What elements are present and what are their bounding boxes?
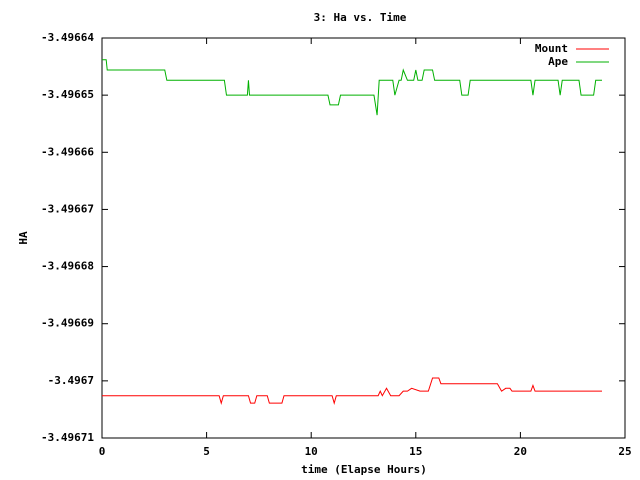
- x-tick-label: 5: [203, 445, 210, 458]
- chart-title: 3: Ha vs. Time: [314, 11, 407, 24]
- plot-frame: [101, 37, 626, 439]
- x-tick-label: 10: [305, 445, 318, 458]
- y-tick-label: -3.49667: [41, 202, 94, 215]
- y-axis-label: HA: [17, 231, 30, 245]
- y-tick-label: -3.49665: [41, 88, 94, 101]
- x-tick-label: 25: [618, 445, 631, 458]
- y-tick-label: -3.49666: [41, 145, 94, 158]
- x-axis-label: time (Elapse Hours): [301, 463, 427, 476]
- x-tick-label: 0: [99, 445, 106, 458]
- series-line: [102, 59, 602, 116]
- y-tick-label: -3.49664: [41, 31, 94, 44]
- legend-label: Mount: [535, 42, 568, 55]
- x-tick-label: 20: [514, 445, 527, 458]
- legend-label: Ape: [548, 55, 568, 68]
- y-tick-label: -3.49669: [41, 317, 94, 330]
- y-tick-label: -3.4967: [48, 374, 94, 387]
- y-tick-label: -3.49671: [41, 431, 94, 444]
- series-line: [102, 377, 602, 405]
- y-tick-label: -3.49668: [41, 260, 94, 273]
- x-tick-label: 15: [409, 445, 422, 458]
